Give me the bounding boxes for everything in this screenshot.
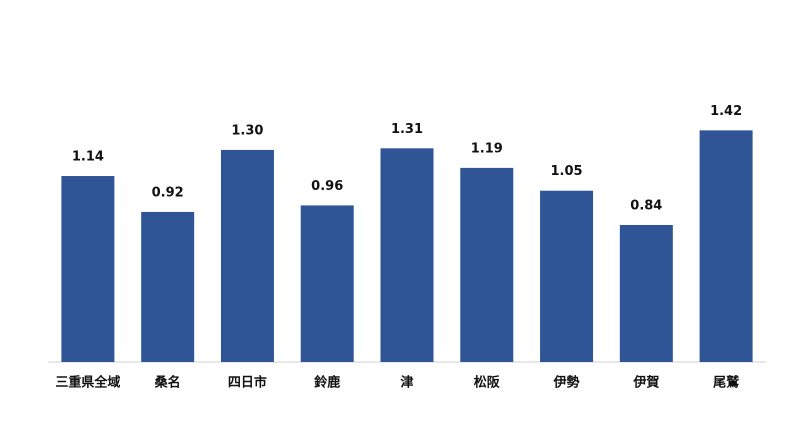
value-label: 0.84 [630, 198, 662, 213]
value-label: 1.05 [551, 164, 583, 179]
x-tick-label: 尾鷲 [713, 375, 739, 391]
bar [619, 224, 673, 362]
value-label: 1.42 [710, 104, 742, 119]
bar [699, 130, 753, 362]
value-label: 1.31 [391, 122, 423, 137]
value-label: 0.96 [311, 179, 343, 194]
bar [380, 148, 434, 362]
bar [540, 190, 594, 362]
bar [61, 176, 115, 362]
bar [460, 167, 514, 362]
value-label: 1.30 [231, 123, 263, 138]
bar [300, 205, 354, 362]
x-tick-label: 伊賀 [632, 375, 659, 391]
bar [141, 211, 195, 362]
x-tick-label: 三重県全域 [55, 375, 120, 391]
x-tick-label: 津 [400, 375, 413, 391]
bar [220, 149, 274, 362]
x-tick-label: 桑名 [154, 375, 181, 391]
value-label: 1.19 [471, 141, 503, 156]
x-tick-label: 松阪 [474, 375, 501, 391]
x-tick-label: 鈴鹿 [314, 375, 340, 391]
value-label: 1.14 [72, 150, 104, 165]
value-label: 0.92 [152, 185, 184, 200]
x-tick-label: 四日市 [228, 375, 267, 391]
x-tick-label: 伊勢 [553, 375, 580, 391]
